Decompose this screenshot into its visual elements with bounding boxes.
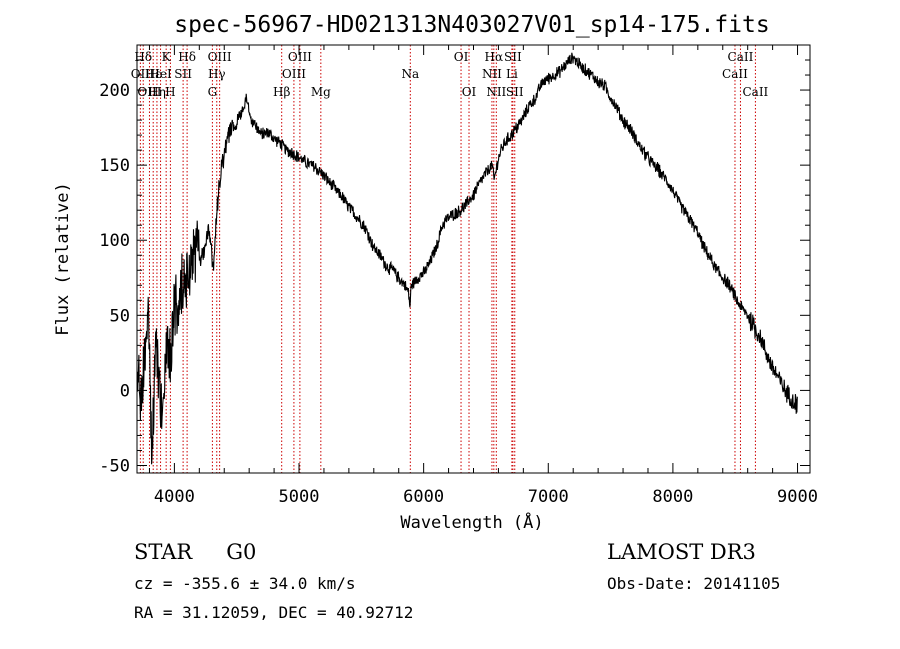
coordinates: RA = 31.12059, DEC = 40.92712	[134, 603, 414, 622]
line-marker-label: G	[208, 85, 218, 99]
x-tick-label: 5000	[279, 487, 320, 507]
y-tick-label: 0	[120, 381, 130, 401]
line-marker-label: Hη	[148, 85, 166, 99]
line-marker-label: OI	[454, 50, 469, 64]
x-axis-label: Wavelength (Å)	[400, 511, 543, 533]
flux-series-line	[136, 52, 798, 465]
line-marker-label: SII	[506, 85, 524, 99]
y-tick-label: 200	[99, 81, 130, 101]
cz-readout: cz = -355.6 ± 34.0 km/s	[134, 574, 356, 593]
y-tick-label: 150	[99, 156, 130, 176]
line-marker-label: SII	[504, 50, 522, 64]
x-tick-label: 8000	[652, 487, 693, 507]
survey-label: LAMOST DR3	[607, 540, 756, 564]
object-class: STAR G0	[134, 540, 256, 564]
line-marker-label: OI	[462, 85, 477, 99]
subclass-label: G0	[226, 540, 257, 564]
line-marker-label: Hε	[145, 67, 162, 81]
y-tick-label: 50	[110, 306, 130, 326]
line-marker-label: NII	[482, 67, 502, 81]
obs-date: Obs-Date: 20141105	[607, 574, 781, 593]
line-marker-label: Hβ	[273, 85, 290, 99]
chart-title: spec-56967-HD021313N403027V01_sp14-175.f…	[174, 12, 769, 38]
plot-frame	[136, 44, 811, 474]
line-marker-label: Hδ	[178, 50, 196, 64]
line-marker-label: OII	[131, 67, 151, 81]
line-marker-label: OIII	[282, 67, 306, 81]
line-marker-label: CaII	[722, 67, 748, 81]
line-marker-label: Hα	[485, 50, 504, 64]
line-marker-label: NII	[486, 85, 506, 99]
line-marker-label: CaII	[742, 85, 768, 99]
line-marker-label: OIII	[208, 50, 232, 64]
y-axis-label: Flux (relative)	[53, 182, 73, 336]
x-tick-label: 6000	[403, 487, 444, 507]
x-tick-label: 9000	[777, 487, 818, 507]
line-marker-label: CaII	[728, 50, 754, 64]
line-marker-label: OIII	[288, 50, 312, 64]
line-marker-label: K	[162, 50, 172, 64]
line-marker-label: Na	[401, 67, 419, 81]
x-tick-label: 7000	[528, 487, 569, 507]
line-marker-label: H	[165, 85, 175, 99]
line-marker-label: HeI	[149, 67, 172, 81]
line-marker-label: Li	[506, 67, 518, 81]
line-marker-label: SII	[174, 67, 192, 81]
line-marker-label: Hγ	[208, 67, 226, 81]
line-marker-label: Mg	[311, 85, 331, 99]
y-tick-label: -50	[99, 456, 130, 476]
line-marker-label: OIII	[137, 85, 161, 99]
y-tick-label: 100	[99, 231, 130, 251]
x-tick-label: 4000	[154, 487, 195, 507]
axis-ticks: 4000 5000 6000 7000 8000 9000 -50 0 50 100 150 200	[99, 45, 818, 507]
spectral-line-markers	[139, 45, 756, 473]
class-label: STAR	[134, 540, 193, 564]
